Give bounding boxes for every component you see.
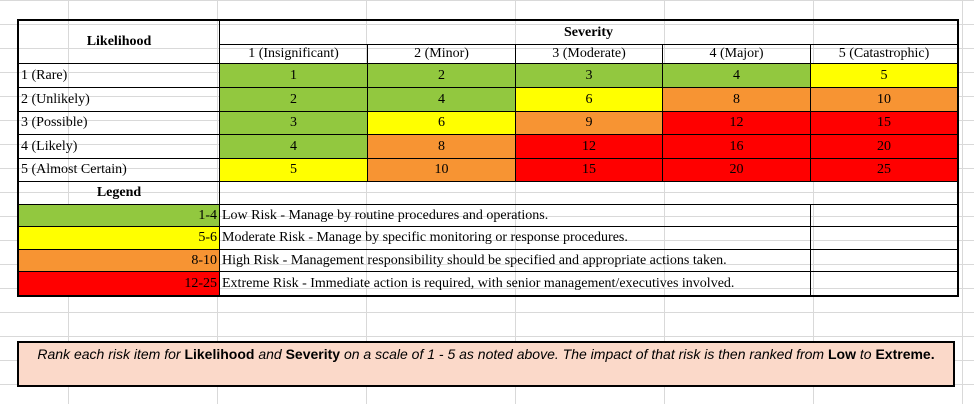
legend-empty-cell <box>811 205 957 227</box>
likelihood-label-possible: 3 (Possible) <box>19 112 220 135</box>
legend-empty-cell <box>811 227 957 250</box>
likelihood-label-rare: 1 (Rare) <box>19 64 220 88</box>
note-text-part1: Rank each risk item for <box>37 346 185 362</box>
instruction-note: Rank each risk item for Likelihood and S… <box>17 341 955 387</box>
risk-cell: 15 <box>811 112 957 135</box>
legend-range-high: 8-10 <box>19 250 220 272</box>
risk-cell: 8 <box>368 135 516 159</box>
likelihood-header: Likelihood <box>19 21 220 64</box>
legend-title: Legend <box>19 182 220 205</box>
severity-level-3: 3 (Moderate) <box>516 45 663 64</box>
risk-matrix: Likelihood Severity 1 (Insignificant) 2 … <box>17 19 959 297</box>
legend-description-high: High Risk - Management responsibility sh… <box>220 250 811 272</box>
note-text-part4: to <box>855 346 876 362</box>
risk-cell: 20 <box>811 135 957 159</box>
risk-cell: 4 <box>663 64 811 88</box>
risk-cell: 8 <box>663 88 811 112</box>
note-extreme: Extreme. <box>875 346 935 362</box>
legend-empty-cell <box>811 272 957 295</box>
legend-description-low: Low Risk - Manage by routine procedures … <box>220 205 811 227</box>
legend-range-low: 1-4 <box>19 205 220 227</box>
risk-cell: 10 <box>811 88 957 112</box>
legend-spacer <box>220 182 957 205</box>
severity-level-2: 2 (Minor) <box>368 45 516 64</box>
risk-cell: 10 <box>368 159 516 182</box>
risk-cell: 4 <box>368 88 516 112</box>
severity-level-4: 4 (Major) <box>663 45 811 64</box>
legend-empty-cell <box>811 250 957 272</box>
severity-level-5: 5 (Catastrophic) <box>811 45 957 64</box>
note-text-part2: and <box>254 346 286 362</box>
note-likelihood: Likelihood <box>184 346 255 362</box>
note-text-part3: on a scale of 1 - 5 as noted above. The … <box>340 346 828 362</box>
note-low: Low <box>827 346 856 362</box>
risk-cell: 6 <box>368 112 516 135</box>
risk-cell: 20 <box>663 159 811 182</box>
likelihood-label-likely: 4 (Likely) <box>19 135 220 159</box>
risk-cell: 2 <box>220 88 368 112</box>
risk-cell: 12 <box>516 135 663 159</box>
risk-cell: 2 <box>368 64 516 88</box>
legend-description-extreme: Extreme Risk - Immediate action is requi… <box>220 272 811 295</box>
legend-range-moderate: 5-6 <box>19 227 220 250</box>
risk-cell: 1 <box>220 64 368 88</box>
risk-cell: 12 <box>663 112 811 135</box>
likelihood-label-almost-certain: 5 (Almost Certain) <box>19 159 220 182</box>
risk-cell: 6 <box>516 88 663 112</box>
risk-cell: 5 <box>220 159 368 182</box>
legend-range-extreme: 12-25 <box>19 272 220 295</box>
severity-level-1: 1 (Insignificant) <box>220 45 368 64</box>
risk-cell: 25 <box>811 159 957 182</box>
risk-cell: 16 <box>663 135 811 159</box>
note-severity: Severity <box>285 346 341 362</box>
risk-cell: 4 <box>220 135 368 159</box>
risk-cell: 15 <box>516 159 663 182</box>
risk-cell: 9 <box>516 112 663 135</box>
risk-cell: 5 <box>811 64 957 88</box>
likelihood-label-unlikely: 2 (Unlikely) <box>19 88 220 112</box>
legend-description-moderate: Moderate Risk - Manage by specific monit… <box>220 227 811 250</box>
risk-cell: 3 <box>516 64 663 88</box>
risk-cell: 3 <box>220 112 368 135</box>
severity-header: Severity <box>220 21 957 45</box>
